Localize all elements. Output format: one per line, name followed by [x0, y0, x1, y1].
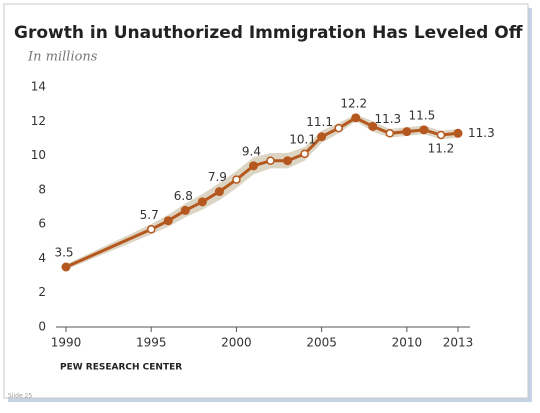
value-label: 9.4 — [242, 144, 261, 158]
point — [248, 161, 258, 171]
x-tick-label: 1990 — [51, 336, 82, 350]
point — [317, 132, 327, 142]
value-label: 5.7 — [140, 208, 159, 222]
value-label: 11.3 — [468, 126, 495, 140]
chart-title: Growth in Unauthorized Immigration Has L… — [14, 23, 523, 43]
x-tick-label: 2010 — [392, 336, 423, 350]
y-tick-label: 12 — [31, 114, 46, 128]
point — [436, 130, 446, 140]
value-label: 10.1 — [289, 132, 316, 146]
value-label: 7.9 — [208, 170, 227, 184]
point — [351, 113, 361, 123]
value-label: 11.3 — [374, 112, 401, 126]
point — [266, 156, 275, 165]
point — [300, 149, 309, 159]
value-label: 12.2 — [340, 96, 367, 110]
point — [163, 216, 173, 226]
x-tick-label: 2005 — [306, 336, 337, 350]
x-tick-label: 2000 — [221, 336, 252, 350]
value-label: 11.2 — [428, 142, 455, 156]
point — [283, 156, 293, 166]
frame — [3, 3, 529, 399]
x-tick-label: 2013 — [443, 336, 474, 350]
point — [402, 127, 412, 137]
point — [61, 262, 71, 272]
value-label: 11.1 — [306, 115, 333, 129]
source: PEW RESEARCH CENTER — [60, 363, 182, 373]
point — [214, 187, 224, 197]
y-tick-label: 14 — [31, 80, 46, 94]
y-tick-label: 2 — [38, 285, 46, 299]
y-tick-label: 0 — [38, 320, 46, 334]
chart-subtitle: In millions — [27, 50, 98, 65]
y-tick-label: 8 — [38, 182, 46, 196]
point — [197, 197, 207, 207]
point — [385, 129, 395, 138]
point — [146, 225, 156, 234]
point — [453, 128, 463, 138]
point — [232, 175, 241, 184]
y-tick-label: 4 — [38, 251, 46, 265]
value-label: 6.8 — [174, 189, 193, 203]
slide-number: Slide 25 — [8, 393, 32, 400]
point — [180, 205, 190, 215]
x-tick-label: 1995 — [136, 336, 167, 350]
point — [334, 123, 343, 133]
y-tick-label: 10 — [31, 148, 46, 162]
value-label: 11.5 — [409, 108, 436, 122]
point — [368, 121, 378, 131]
value-label: 3.5 — [54, 246, 73, 260]
point — [419, 125, 429, 135]
y-tick-label: 6 — [38, 217, 46, 231]
